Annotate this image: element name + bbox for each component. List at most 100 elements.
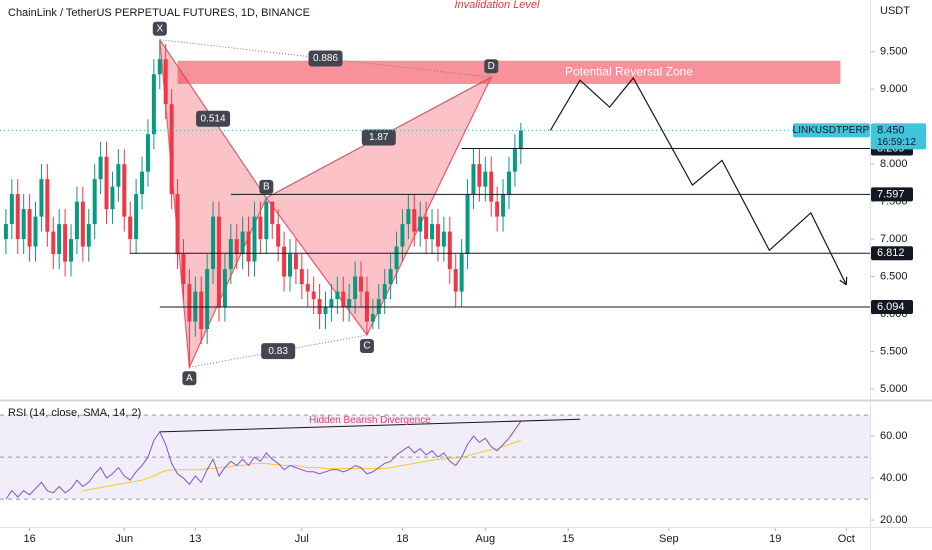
countdown: 16:59:12 bbox=[877, 137, 916, 148]
candle-body bbox=[293, 254, 298, 270]
pattern-point-label: B bbox=[263, 182, 270, 193]
candle-body bbox=[276, 224, 281, 247]
rsi-y-tick-label: 40.00 bbox=[880, 472, 908, 484]
candle-body bbox=[122, 164, 127, 217]
candle-body bbox=[412, 209, 417, 232]
candle-body bbox=[57, 224, 62, 255]
x-tick-label: 19 bbox=[769, 533, 781, 545]
candle-body bbox=[264, 201, 269, 240]
last-price-tag bbox=[871, 123, 926, 150]
candle-body bbox=[9, 194, 14, 225]
chart-title: ChainLink / TetherUS PERPETUAL FUTURES, … bbox=[8, 7, 310, 19]
candle-body bbox=[435, 224, 440, 247]
candle-body bbox=[140, 171, 145, 195]
y-axis-label: USDT bbox=[880, 5, 910, 17]
candle-body bbox=[512, 149, 517, 172]
candle-body bbox=[471, 164, 476, 195]
candle-body bbox=[169, 104, 174, 195]
candle-body bbox=[92, 179, 97, 225]
x-tick-label: 16 bbox=[23, 533, 35, 545]
candle-body bbox=[447, 231, 452, 270]
candle-body bbox=[288, 254, 292, 277]
candle-body bbox=[157, 59, 162, 75]
pattern-point bbox=[484, 59, 499, 74]
x-tick-label: 15 bbox=[562, 533, 574, 545]
candle-body bbox=[228, 239, 233, 270]
candle-body bbox=[489, 171, 494, 202]
pattern-point bbox=[152, 21, 167, 36]
candle-body bbox=[311, 291, 316, 300]
candle-body bbox=[282, 246, 287, 277]
y-tick-label: 6.500 bbox=[880, 270, 908, 282]
level-label: 6.094 bbox=[877, 301, 905, 313]
candle-body bbox=[477, 164, 482, 187]
candle-body bbox=[33, 216, 38, 247]
symbol-tag: LINKUSDTPERP bbox=[793, 125, 870, 136]
candle-body bbox=[347, 299, 352, 307]
candle-body bbox=[128, 216, 133, 240]
level-label: 6.812 bbox=[877, 247, 905, 259]
candle-body bbox=[418, 216, 423, 232]
candle-body bbox=[234, 239, 239, 255]
candle-body bbox=[104, 156, 109, 210]
x-tick-label: Jun bbox=[115, 533, 133, 545]
last-price-label: 8.450 bbox=[877, 124, 905, 136]
candle-body bbox=[15, 194, 20, 240]
y-tick-label: 5.000 bbox=[880, 383, 908, 395]
candle-body bbox=[222, 269, 227, 307]
candle-body bbox=[388, 269, 393, 285]
rsi-y-tick-label: 60.00 bbox=[880, 430, 908, 442]
candle-body bbox=[270, 201, 275, 225]
candle-body bbox=[175, 194, 180, 255]
pattern-point-label: A bbox=[186, 373, 193, 384]
candle-body bbox=[205, 269, 210, 330]
candle-body bbox=[518, 130, 523, 150]
x-tick-label: Oct bbox=[838, 533, 855, 545]
candle-body bbox=[3, 224, 8, 240]
ratio-box bbox=[308, 50, 343, 67]
candle-body bbox=[382, 284, 387, 300]
candle-body bbox=[151, 74, 156, 135]
pattern-point bbox=[359, 339, 374, 354]
divergence-label: Hidden Bearish Divergence bbox=[309, 415, 431, 426]
projection-arrowhead bbox=[839, 279, 847, 286]
rsi-y-tick-label: 20.00 bbox=[880, 514, 908, 526]
candle-body bbox=[406, 209, 411, 225]
y-tick-label: 9.500 bbox=[880, 46, 908, 58]
candle-body bbox=[483, 171, 488, 187]
candle-body bbox=[86, 224, 91, 247]
candle-body bbox=[424, 216, 429, 240]
level-tag bbox=[871, 300, 913, 315]
ratio-label: 0.886 bbox=[313, 53, 338, 64]
divergence-line bbox=[159, 418, 581, 433]
candle-body bbox=[216, 216, 221, 307]
symbol-tag-box bbox=[793, 123, 870, 138]
candle-body bbox=[145, 134, 150, 172]
candle-body bbox=[305, 284, 310, 292]
y-tick-label: 7.000 bbox=[880, 233, 908, 245]
reversal-zone bbox=[177, 60, 841, 84]
candle-body bbox=[329, 299, 334, 307]
candle-body bbox=[51, 231, 56, 255]
candle-body bbox=[252, 216, 257, 262]
pattern-point-label: D bbox=[488, 61, 495, 72]
ratio-label: 0.514 bbox=[201, 113, 226, 124]
candle-body bbox=[39, 179, 44, 217]
candle-body bbox=[181, 254, 186, 285]
rsi-title: RSI (14, close, SMA, 14, 2) bbox=[8, 407, 141, 419]
candle-body bbox=[69, 239, 74, 262]
plot-layer: 16 Jun 13 Jul 18 Aug 15 Sep 19 Oct Potential Rever… bbox=[0, 21, 874, 545]
candle-body bbox=[341, 291, 346, 307]
pattern-point bbox=[259, 179, 274, 194]
pattern-point-label: X bbox=[156, 23, 163, 34]
candle-body bbox=[323, 306, 328, 315]
projection-path bbox=[549, 76, 847, 286]
ratio-box bbox=[361, 129, 396, 146]
candle-body bbox=[335, 291, 340, 300]
candle-body bbox=[74, 201, 79, 240]
level-label: 7.597 bbox=[877, 188, 905, 200]
candle-body bbox=[163, 59, 168, 105]
pattern-point-label: C bbox=[363, 341, 370, 352]
candle-body bbox=[299, 269, 304, 285]
